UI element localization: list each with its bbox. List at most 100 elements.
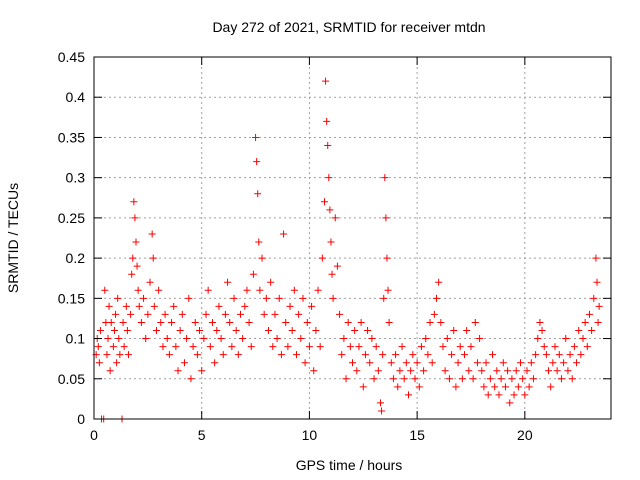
data-point: [277, 351, 285, 359]
data-point: [142, 335, 150, 343]
data-point: [370, 375, 378, 383]
data-point: [327, 238, 335, 246]
data-point: [110, 327, 118, 335]
x-tick-labels: 0 5 10 15 20: [90, 427, 533, 443]
data-point: [545, 367, 553, 375]
data-point: [478, 367, 486, 375]
data-point: [228, 343, 236, 351]
data-point: [374, 367, 382, 375]
data-point: [267, 278, 275, 286]
data-point: [361, 351, 369, 359]
data-point: [112, 310, 120, 318]
data-point: [536, 318, 544, 326]
data-point: [104, 335, 112, 343]
data-point: [523, 367, 531, 375]
data-point: [384, 286, 392, 294]
data-point: [454, 359, 462, 367]
data-point: [202, 310, 210, 318]
y-tick-label: 0.15: [58, 290, 85, 306]
data-point: [206, 343, 214, 351]
data-point: [157, 318, 165, 326]
data-point: [301, 359, 309, 367]
data-point: [349, 359, 356, 367]
data-point: [264, 327, 272, 335]
data-point: [566, 351, 574, 359]
data-point: [170, 302, 178, 310]
data-point: [178, 310, 186, 318]
data-point: [396, 367, 404, 375]
data-point: [473, 359, 481, 367]
data-point: [115, 335, 123, 343]
data-point: [275, 294, 283, 302]
data-point: [560, 359, 568, 367]
x-tick-label: 20: [517, 427, 533, 443]
data-point: [191, 318, 199, 326]
data-point: [95, 359, 103, 367]
data-point: [150, 302, 158, 310]
data-point: [452, 383, 460, 391]
data-point: [331, 214, 339, 222]
data-point: [96, 327, 104, 335]
data-point: [398, 343, 406, 351]
data-point: [213, 327, 221, 335]
data-point: [547, 383, 555, 391]
data-point: [439, 343, 447, 351]
data-point: [254, 190, 262, 198]
data-point: [196, 327, 204, 335]
data-point: [381, 174, 389, 182]
data-point: [441, 367, 449, 375]
data-point: [525, 383, 533, 391]
data-point: [303, 318, 311, 326]
data-point: [109, 343, 117, 351]
data-point: [280, 230, 288, 238]
data-point: [336, 310, 344, 318]
data-point: [482, 359, 490, 367]
data-point: [198, 367, 206, 375]
data-point: [357, 318, 365, 326]
data-point: [542, 351, 550, 359]
data-point: [510, 391, 518, 399]
data-point: [426, 318, 434, 326]
data-point: [333, 262, 341, 270]
data-point: [519, 375, 527, 383]
data-point: [514, 383, 522, 391]
data-point: [323, 117, 331, 125]
data-point: [463, 327, 471, 335]
data-point: [469, 375, 477, 383]
data-point: [415, 383, 423, 391]
data-point: [430, 310, 438, 318]
data-point: [353, 367, 361, 375]
grid-lines: [94, 57, 611, 419]
x-tick-label: 5: [198, 427, 206, 443]
data-point: [252, 133, 260, 141]
data-point: [359, 383, 367, 391]
data-point: [226, 318, 234, 326]
data-point: [443, 335, 451, 343]
data-point: [152, 327, 160, 335]
y-tick-label: 0.35: [58, 129, 85, 145]
data-point: [116, 351, 124, 359]
data-point: [295, 310, 303, 318]
data-point: [124, 351, 132, 359]
data-point: [417, 343, 425, 351]
data-point: [324, 141, 332, 149]
data-point: [135, 302, 143, 310]
data-point: [512, 367, 520, 375]
data-point: [517, 359, 525, 367]
data-point: [568, 375, 576, 383]
data-point: [204, 286, 212, 294]
data-point: [497, 375, 505, 383]
data-point: [456, 343, 464, 351]
data-point: [305, 343, 313, 351]
data-point: [461, 351, 469, 359]
data-point: [575, 327, 583, 335]
data-point: [245, 318, 253, 326]
data-point: [127, 310, 135, 318]
data-point: [290, 286, 298, 294]
data-point: [445, 375, 453, 383]
chart-title: Day 272 of 2021, SRMTID for receiver mtd…: [212, 19, 485, 35]
data-point: [372, 343, 380, 351]
data-point: [224, 278, 232, 286]
data-point: [355, 343, 363, 351]
data-point: [101, 286, 109, 294]
